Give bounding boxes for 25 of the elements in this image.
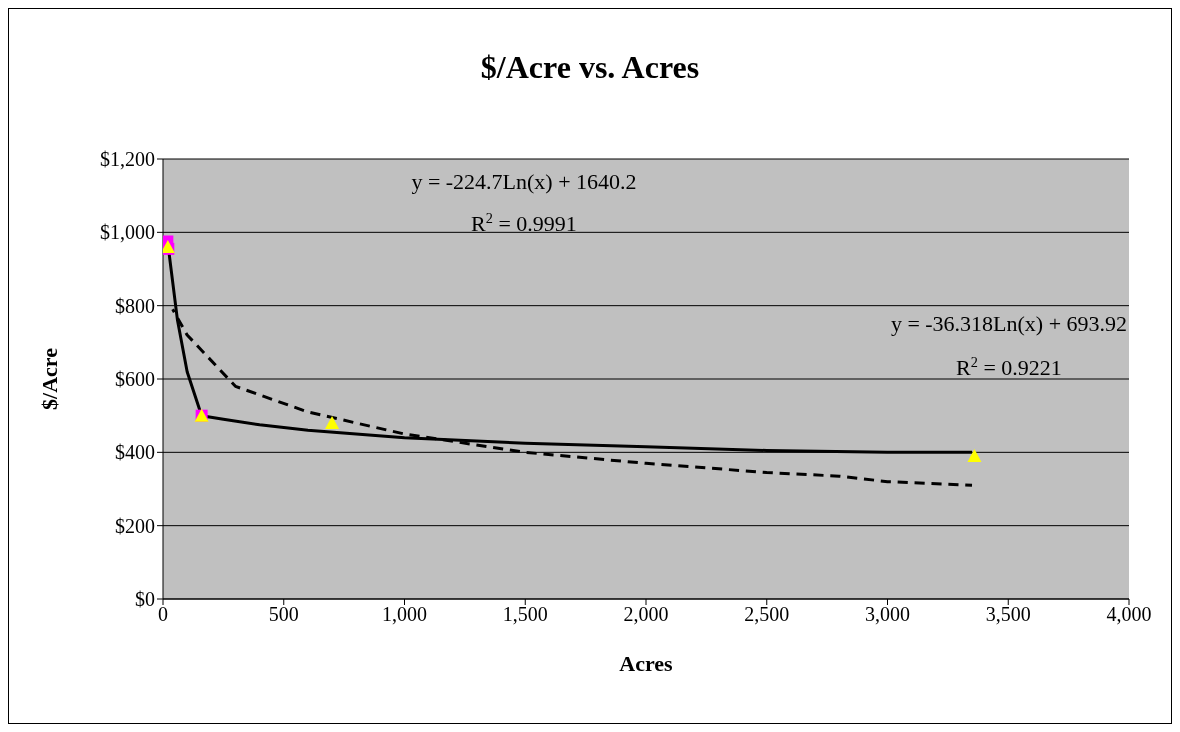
x-tick-label: 2,000 [623,603,669,626]
x-tick-label: 1,500 [502,603,548,626]
annotation: R$^{2}$ = 0.9221 [956,354,1062,380]
x-tick-label: 500 [268,603,299,626]
annotation: R$^{2}$ = 0.9991 [471,210,577,236]
y-tick-label: $400 [115,441,155,464]
x-tick-label: 2,500 [744,603,790,626]
y-tick-label: $600 [115,368,155,391]
point [967,449,982,462]
y-tick-label: $0 [135,588,155,611]
point [325,416,340,429]
chart-title: $/Acre vs. Acres [479,49,701,86]
annotation: y = -224.7Ln(x) + 1640.2 [411,169,637,194]
x-tick-label: 3,500 [985,603,1031,626]
x-tick-label: 3,000 [865,603,910,626]
x-axis-title: Acres [619,651,674,676]
y-tick-label: $800 [115,294,155,317]
x-tick-label: 0 [158,603,168,626]
x-tick-label: 4,000 [1106,603,1152,626]
annotation: y = -36.318Ln(x) + 693.92 [890,311,1128,336]
y-tick-label: $1,200 [100,148,155,171]
x-tick-label: 1,000 [382,603,427,626]
y-tick-label: $1,000 [100,221,155,244]
y-axis-title: $/Acre [36,347,62,410]
y-tick-label: $200 [115,514,155,537]
